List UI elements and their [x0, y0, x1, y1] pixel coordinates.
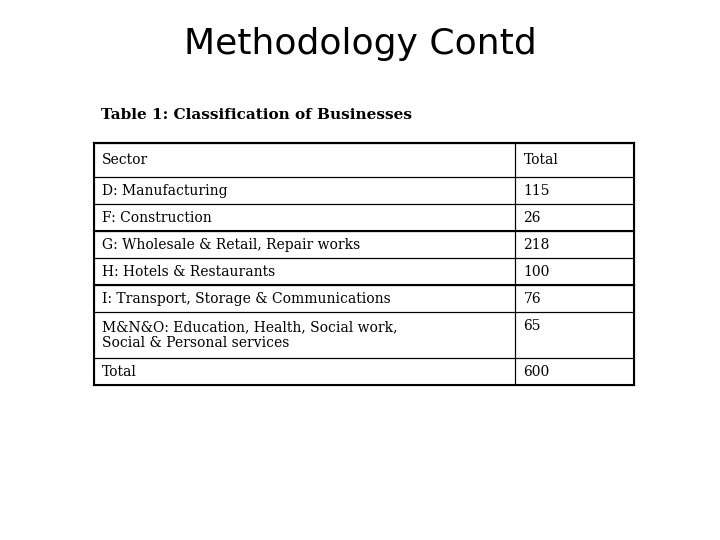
- Text: G: Wholesale & Retail, Repair works: G: Wholesale & Retail, Repair works: [102, 238, 361, 252]
- Text: 600: 600: [523, 364, 549, 379]
- Text: Sector: Sector: [102, 153, 148, 167]
- Text: 100: 100: [523, 265, 550, 279]
- Text: 115: 115: [523, 184, 550, 198]
- Text: 26: 26: [523, 211, 541, 225]
- Text: Methodology Contd: Methodology Contd: [184, 27, 536, 61]
- Text: F: Construction: F: Construction: [102, 211, 212, 225]
- Text: D: Manufacturing: D: Manufacturing: [102, 184, 228, 198]
- Text: 218: 218: [523, 238, 550, 252]
- Text: 65: 65: [523, 319, 541, 333]
- Text: Total: Total: [102, 364, 137, 379]
- Text: M&N&O: Education, Health, Social work,
Social & Personal services: M&N&O: Education, Health, Social work, S…: [102, 320, 397, 350]
- Text: Total: Total: [523, 153, 558, 167]
- Text: Table 1: Classification of Businesses: Table 1: Classification of Businesses: [101, 108, 412, 122]
- Text: I: Transport, Storage & Communications: I: Transport, Storage & Communications: [102, 292, 391, 306]
- Text: H: Hotels & Restaurants: H: Hotels & Restaurants: [102, 265, 276, 279]
- Text: 76: 76: [523, 292, 541, 306]
